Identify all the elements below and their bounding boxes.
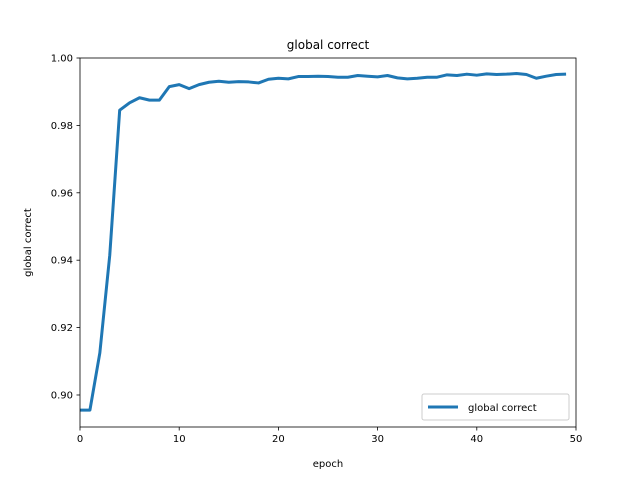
y-axis-label: global correct — [23, 208, 34, 277]
y-axis-ticks: 0.90 0.92 0.94 0.96 0.98 1.00 — [51, 54, 80, 401]
y-tick-label: 0.90 — [51, 390, 73, 401]
legend-box — [421, 393, 570, 421]
y-tick-label: 1.00 — [51, 54, 73, 65]
x-tick-label: 30 — [371, 434, 384, 445]
x-axis-label: epoch — [313, 459, 343, 470]
x-axis-ticks: 0 10 20 30 40 50 — [77, 427, 583, 445]
legend-label-global-correct: global correct — [468, 403, 537, 414]
x-tick-label: 10 — [173, 434, 186, 445]
x-tick-label: 40 — [470, 434, 483, 445]
series-line-global-correct — [80, 72, 567, 412]
plot-area — [80, 58, 576, 427]
x-tick-label: 50 — [570, 434, 583, 445]
legend: global correct — [421, 393, 570, 421]
axes-frame — [79, 57, 577, 428]
y-tick-label: 0.96 — [51, 188, 73, 199]
x-tick-label: 20 — [272, 434, 285, 445]
x-tick-label: 0 — [77, 434, 83, 445]
chart-title: global correct — [287, 38, 370, 52]
y-tick-label: 0.94 — [51, 256, 73, 267]
y-tick-label: 0.92 — [51, 323, 73, 334]
y-tick-label: 0.98 — [51, 121, 73, 132]
